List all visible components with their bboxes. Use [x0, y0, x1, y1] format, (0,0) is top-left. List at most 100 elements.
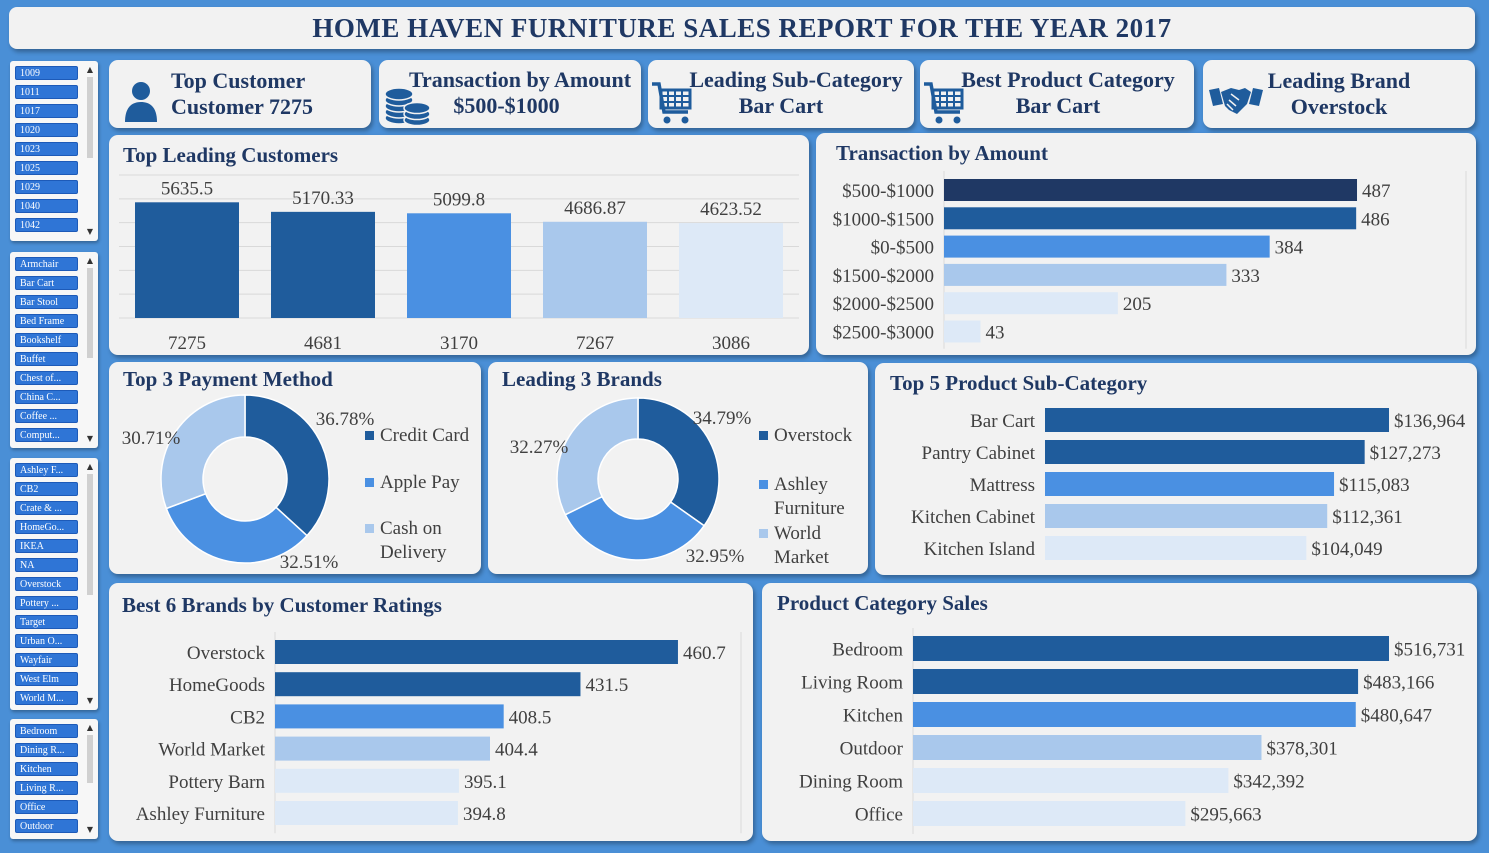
brand-slicer-item[interactable]: Crate & ... — [15, 501, 78, 515]
customer-slicer-item[interactable]: 1020 — [15, 123, 78, 137]
category-slicer-item[interactable]: Bedroom — [15, 724, 78, 738]
slicer-scrollbar[interactable]: ▲ ▼ — [85, 256, 95, 444]
scroll-down-icon[interactable]: ▼ — [86, 227, 94, 236]
customer-slicer-item[interactable]: 1042 — [15, 218, 78, 232]
subcategory-slicer-item[interactable]: China C... — [15, 390, 78, 404]
shopping-cart-icon — [922, 80, 966, 131]
brand-slicer-item[interactable]: IKEA — [15, 539, 78, 553]
brand-slicer-item[interactable]: Pottery ... — [15, 596, 78, 610]
customer-slicer-item[interactable]: 1040 — [15, 199, 78, 213]
scroll-thumb[interactable] — [87, 474, 93, 595]
tick-label: Mattress — [970, 475, 1035, 496]
data-label: $480,647 — [1361, 706, 1432, 727]
subcategory-slicer-item[interactable]: Comput... — [15, 428, 78, 442]
customer-slicer[interactable]: 1009 1011 1017 1020 1023 1025 1029 1040 1042 ▲ ▼ — [10, 61, 98, 241]
data-label: 460.7 — [683, 643, 726, 664]
data-label: 5170.33 — [292, 188, 354, 209]
tick-label: 3170 — [440, 333, 478, 354]
legend-label: Cash on — [380, 518, 442, 539]
tick-label: Kitchen Cabinet — [911, 507, 1036, 528]
bar — [275, 801, 458, 825]
bar — [944, 320, 981, 343]
category-slicer-item[interactable]: Dining R... — [15, 743, 78, 757]
brand-slicer-item[interactable]: Target — [15, 615, 78, 629]
data-label: $136,964 — [1394, 411, 1466, 432]
category-slicer-item[interactable]: Living R... — [15, 781, 78, 795]
data-label: 394.8 — [463, 804, 506, 825]
coins-icon — [383, 84, 433, 131]
data-label: 205 — [1123, 294, 1152, 315]
brand-slicer-item[interactable]: Overstock — [15, 577, 78, 591]
scroll-thumb[interactable] — [87, 735, 93, 783]
data-label: 4686.87 — [564, 198, 626, 219]
legend-swatch — [365, 478, 374, 487]
legend-label: Apple Pay — [380, 472, 460, 493]
brand-slicer-item[interactable]: World M... — [15, 691, 78, 705]
brand-slicer-item[interactable]: HomeGo... — [15, 520, 78, 534]
customer-slicer-item[interactable]: 1025 — [15, 161, 78, 175]
subcategory-slicer-item[interactable]: Bed Frame — [15, 314, 78, 328]
customer-slicer-item[interactable]: 1009 — [15, 66, 78, 80]
kpi-leading-brand: Leading Brand Overstock — [1203, 60, 1475, 128]
tick-label: Bedroom — [832, 640, 903, 661]
brand-slicer-item[interactable]: Wayfair — [15, 653, 78, 667]
subcategory-slicer-item[interactable]: Bookshelf — [15, 333, 78, 347]
subcategory-slicer-item[interactable]: Bar Cart — [15, 276, 78, 290]
category-slicer-item[interactable]: Kitchen — [15, 762, 78, 776]
brand-slicer-item[interactable]: Urban O... — [15, 634, 78, 648]
tick-label: $2000-$2500 — [833, 294, 934, 315]
scroll-down-icon[interactable]: ▼ — [86, 825, 94, 834]
legend-swatch — [759, 431, 768, 440]
slicer-scrollbar[interactable]: ▲ ▼ — [85, 462, 95, 706]
brand-slicer-item[interactable]: West Elm — [15, 672, 78, 686]
kpi-product-category-label: Best Product Category — [961, 67, 1175, 92]
donut-slice — [165, 492, 309, 564]
bar — [913, 636, 1389, 661]
bar — [913, 768, 1229, 793]
data-label: 30.71% — [122, 428, 181, 449]
kpi-best-product-category: Best Product Category Bar Cart — [920, 60, 1194, 128]
handshake-icon — [1209, 84, 1263, 121]
slicer-scrollbar[interactable]: ▲ ▼ — [85, 65, 95, 237]
scroll-up-icon[interactable]: ▲ — [86, 256, 94, 265]
legend-swatch — [365, 524, 374, 533]
brand-slicer-item[interactable]: Ashley F... — [15, 463, 78, 477]
category-slicer[interactable]: Bedroom Dining R... Kitchen Living R... Offi… — [10, 719, 98, 839]
scroll-down-icon[interactable]: ▼ — [86, 434, 94, 443]
brand-slicer-item[interactable]: NA — [15, 558, 78, 572]
bar — [275, 768, 459, 793]
scroll-thumb[interactable] — [87, 77, 93, 158]
slicer-scrollbar[interactable]: ▲ ▼ — [85, 723, 95, 835]
tick-label: Living Room — [801, 673, 903, 694]
customer-slicer-item[interactable]: 1023 — [15, 142, 78, 156]
subcategory-slicer-item[interactable]: Coffee ... — [15, 409, 78, 423]
transaction-amount-panel: Transaction by Amount $500-$1000 487 $1000… — [816, 133, 1476, 355]
scroll-up-icon[interactable]: ▲ — [86, 723, 94, 732]
subcategory-slicer[interactable]: Armchair Bar Cart Bar Stool Bed Frame Booksh… — [10, 252, 98, 448]
data-label: 404.4 — [495, 740, 538, 761]
scroll-down-icon[interactable]: ▼ — [86, 696, 94, 705]
legend-label: Market — [774, 547, 830, 568]
data-label: $127,273 — [1370, 443, 1441, 464]
category-sales-panel: Product Category Sales Bedroom $516,731 Li… — [762, 583, 1477, 841]
customer-slicer-item[interactable]: 1029 — [15, 180, 78, 194]
bar — [135, 202, 239, 318]
tick-label: Pottery Barn — [168, 772, 265, 793]
scroll-up-icon[interactable]: ▲ — [86, 462, 94, 471]
subcategory-slicer-item[interactable]: Buffet — [15, 352, 78, 366]
scroll-up-icon[interactable]: ▲ — [86, 65, 94, 74]
customer-slicer-item[interactable]: 1011 — [15, 85, 78, 99]
tick-label: CB2 — [230, 707, 265, 728]
category-slicer-item[interactable]: Outdoor — [15, 819, 78, 833]
scroll-thumb[interactable] — [87, 268, 93, 358]
data-label: $104,049 — [1311, 539, 1382, 560]
bar — [1045, 536, 1307, 560]
subcategory-slicer-item[interactable]: Chest of... — [15, 371, 78, 385]
subcategory-slicer-item[interactable]: Armchair — [15, 257, 78, 271]
category-slicer-item[interactable]: Office — [15, 800, 78, 814]
brand-slicer[interactable]: Ashley F... CB2 Crate & ... HomeGo... IKEA NA… — [10, 458, 98, 710]
subcategory-slicer-item[interactable]: Bar Stool — [15, 295, 78, 309]
brand-slicer-item[interactable]: CB2 — [15, 482, 78, 496]
tick-label: Dining Room — [799, 772, 903, 793]
customer-slicer-item[interactable]: 1017 — [15, 104, 78, 118]
